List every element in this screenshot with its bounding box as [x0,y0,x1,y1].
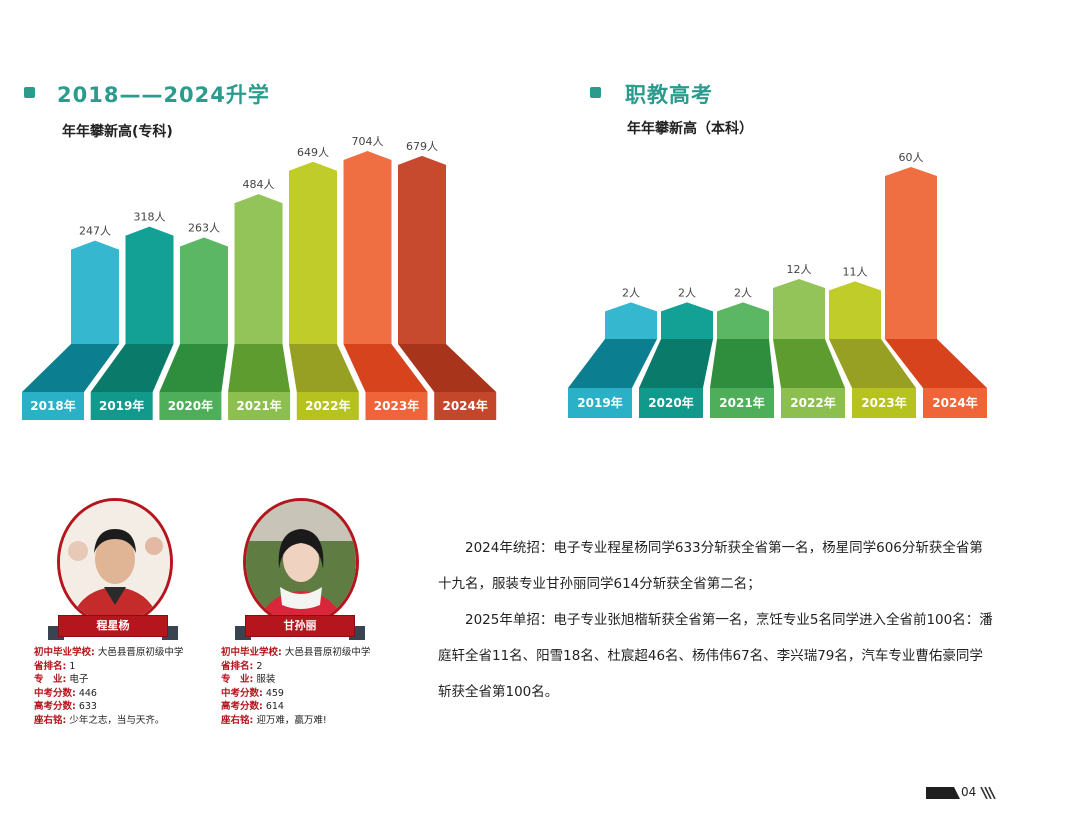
bar-base [159,344,228,392]
bar [71,240,119,344]
year-tick-label: 2019年 [99,398,144,413]
student-name-ribbon: 甘孙丽 [245,615,355,637]
section-bullet-icon [590,87,601,98]
student-portrait [57,498,173,626]
bar [289,161,337,344]
bar-value-label: 60人 [899,151,924,164]
year-tick-label: 2020年 [648,395,693,410]
student-photo-male-icon [60,501,170,623]
bar-base [710,339,774,388]
bar-value-label: 2人 [678,286,696,299]
year-tick-label: 2023年 [861,395,906,410]
left-chart-subtitle: 年年攀新高(专科) [62,124,173,140]
bar [125,226,174,344]
year-tick-label: 2022年 [305,398,350,413]
year-label-box [710,388,774,418]
year-tick-label: 2021年 [236,398,281,413]
bar-base [343,344,428,392]
year-label-box [923,388,987,418]
student-photo-female-icon [246,501,356,623]
year-label-box [365,392,428,420]
page-number: 04 [961,785,977,799]
bar-base [885,339,987,388]
bar-value-label: 649人 [297,146,329,159]
section-bullet-icon [24,87,35,98]
bar-value-label: 318人 [134,211,166,224]
student-info: 初中毕业学校: 大邑县晋原初级中学 省排名: 2 专 业: 服装 中考分数: 4… [221,647,371,726]
right-section-title: 职教高考 [625,83,713,107]
year-label-box [852,388,916,418]
bar [398,155,446,344]
bar-base [289,344,359,392]
bar-base [228,344,291,392]
undergraduate-admissions-chart: 2019年 2人 2020年 2人 2021年 2人 2022年 12人 2023年 11人 202… [568,151,987,418]
achievement-text: 2024年统招：电子专业程星杨同学633分斩获全省第一名，杨星同学606分斩获全… [438,530,994,710]
bar-value-label: 2人 [622,286,640,299]
bar-value-label: 247人 [79,225,111,238]
bar-base [398,344,497,392]
specialist-admissions-chart: 2018年 247人 2019年 318人 2020年 263人 2021年 484人 2022… [22,135,497,420]
bar [605,302,657,339]
year-label-box [434,392,497,420]
bar-value-label: 263人 [188,221,220,234]
year-label-box [639,388,703,418]
year-tick-label: 2023年 [374,398,419,413]
year-label-box [781,388,845,418]
bar-base [773,339,845,388]
bar-base [829,339,916,388]
bar [180,237,228,344]
left-section-title: 2018——2024升学 [57,83,270,107]
right-chart-subtitle: 年年攀新高（本科） [627,121,753,137]
year-label-box [22,392,84,420]
year-tick-label: 2022年 [790,395,835,410]
student-info: 初中毕业学校: 大邑县晋原初级中学 省排名: 1 专 业: 电子 中考分数: 4… [34,647,184,726]
year-tick-label: 2021年 [719,395,764,410]
page-stripes-icon [980,787,996,799]
bar [885,167,937,339]
bar [773,279,825,339]
bar [234,194,283,344]
year-label-box [90,392,153,420]
bar [717,302,769,339]
year-label-box [568,388,632,418]
year-tick-label: 2019年 [577,395,622,410]
bar-base [568,339,657,388]
bar [343,151,392,344]
bar-value-label: 12人 [787,263,812,276]
bar-base [22,344,119,392]
paragraph: 2025年单招：电子专业张旭楷斩获全省第一名，烹饪专业5名同学进入全省前100名… [438,612,993,700]
year-tick-label: 2024年 [442,398,487,413]
year-label-box [296,392,359,420]
year-tick-label: 2020年 [168,398,213,413]
year-label-box [228,392,291,420]
year-tick-label: 2024年 [932,395,977,410]
page-number-bar-icon [926,787,960,799]
bar-value-label: 11人 [843,265,868,278]
bar-value-label: 679人 [406,140,438,153]
bar-value-label: 704人 [352,135,384,148]
student-name-ribbon: 程星杨 [58,615,168,637]
bar-value-label: 484人 [243,178,275,191]
bar-base [639,339,713,388]
paragraph: 2024年统招：电子专业程星杨同学633分斩获全省第一名，杨星同学606分斩获全… [438,540,983,592]
student-portrait [243,498,359,626]
year-tick-label: 2018年 [30,398,75,413]
bar [661,302,713,339]
bar-base [90,344,174,392]
bar [829,281,881,339]
year-label-box [159,392,222,420]
bar-value-label: 2人 [734,286,752,299]
